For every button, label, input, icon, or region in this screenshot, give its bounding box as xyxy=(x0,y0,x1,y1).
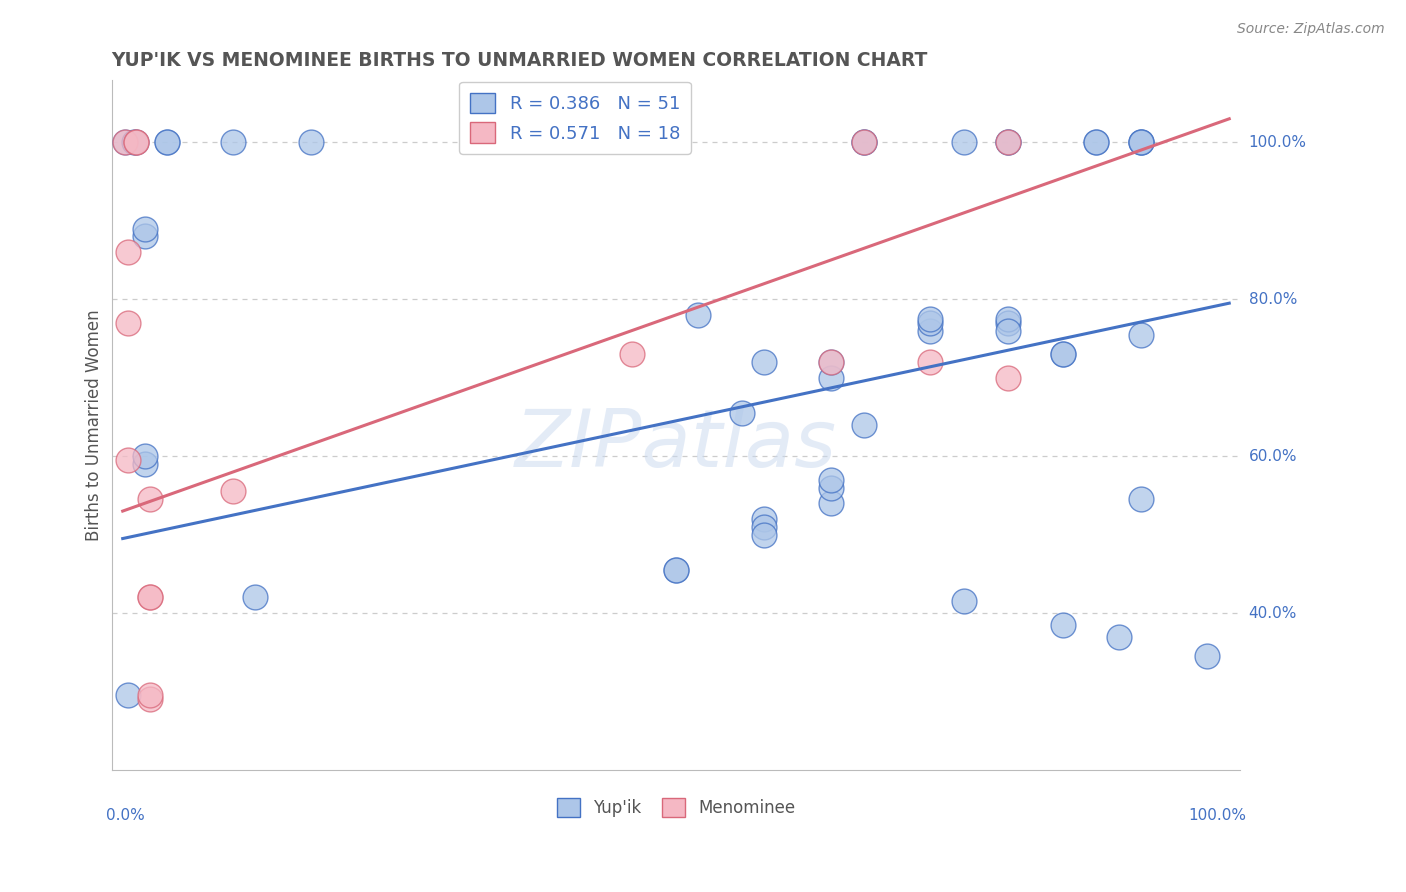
Point xyxy=(731,406,754,420)
Point xyxy=(997,324,1019,338)
Point xyxy=(920,316,942,330)
Point xyxy=(920,311,942,326)
Point xyxy=(1129,136,1152,150)
Point xyxy=(139,692,162,706)
Text: 80.0%: 80.0% xyxy=(1249,292,1296,307)
Text: Source: ZipAtlas.com: Source: ZipAtlas.com xyxy=(1237,22,1385,37)
Point xyxy=(820,496,842,510)
Point xyxy=(853,417,876,432)
Point xyxy=(820,473,842,487)
Text: ZIPatlas: ZIPatlas xyxy=(515,407,837,484)
Text: 0.0%: 0.0% xyxy=(105,808,145,823)
Point xyxy=(997,136,1019,150)
Point xyxy=(997,136,1019,150)
Point xyxy=(1197,649,1219,664)
Point xyxy=(1129,136,1152,150)
Point xyxy=(1052,618,1074,632)
Point xyxy=(754,527,776,541)
Point xyxy=(125,136,148,150)
Text: 100.0%: 100.0% xyxy=(1249,135,1306,150)
Point xyxy=(134,457,156,471)
Point xyxy=(134,229,156,244)
Point xyxy=(920,355,942,369)
Point xyxy=(920,324,942,338)
Point xyxy=(820,481,842,495)
Legend: Yup'ik, Menominee: Yup'ik, Menominee xyxy=(550,791,801,824)
Point xyxy=(754,512,776,526)
Point xyxy=(117,316,139,330)
Point xyxy=(139,591,162,605)
Point xyxy=(688,308,710,322)
Point xyxy=(997,136,1019,150)
Point xyxy=(853,136,876,150)
Point xyxy=(134,221,156,235)
Point xyxy=(156,136,179,150)
Point xyxy=(1085,136,1108,150)
Text: 40.0%: 40.0% xyxy=(1249,606,1296,621)
Point xyxy=(1085,136,1108,150)
Point xyxy=(997,316,1019,330)
Point xyxy=(1108,630,1130,644)
Point xyxy=(156,136,179,150)
Point xyxy=(665,563,688,577)
Point xyxy=(1052,347,1074,361)
Text: YUP'IK VS MENOMINEE BIRTHS TO UNMARRIED WOMEN CORRELATION CHART: YUP'IK VS MENOMINEE BIRTHS TO UNMARRIED … xyxy=(111,51,928,70)
Point xyxy=(820,355,842,369)
Point xyxy=(997,311,1019,326)
Point xyxy=(125,136,148,150)
Point xyxy=(952,136,974,150)
Point xyxy=(114,136,136,150)
Y-axis label: Births to Unmarried Women: Births to Unmarried Women xyxy=(86,309,103,541)
Point xyxy=(1129,492,1152,507)
Point xyxy=(222,136,245,150)
Point xyxy=(1129,136,1152,150)
Point xyxy=(1052,347,1074,361)
Point xyxy=(117,245,139,260)
Point xyxy=(853,136,876,150)
Point xyxy=(139,492,162,507)
Point xyxy=(117,689,139,703)
Point xyxy=(222,484,245,499)
Point xyxy=(114,136,136,150)
Point xyxy=(754,520,776,534)
Point xyxy=(125,136,148,150)
Point xyxy=(245,591,267,605)
Point xyxy=(139,591,162,605)
Point xyxy=(997,370,1019,384)
Point xyxy=(117,453,139,467)
Point xyxy=(853,136,876,150)
Point xyxy=(299,136,322,150)
Point xyxy=(820,355,842,369)
Point xyxy=(820,370,842,384)
Text: 100.0%: 100.0% xyxy=(1188,808,1246,823)
Point xyxy=(139,689,162,703)
Point xyxy=(134,449,156,463)
Point xyxy=(665,563,688,577)
Text: 60.0%: 60.0% xyxy=(1249,449,1298,464)
Point xyxy=(952,594,974,608)
Point xyxy=(620,347,643,361)
Point xyxy=(1129,327,1152,342)
Point xyxy=(122,136,145,150)
Point xyxy=(754,355,776,369)
